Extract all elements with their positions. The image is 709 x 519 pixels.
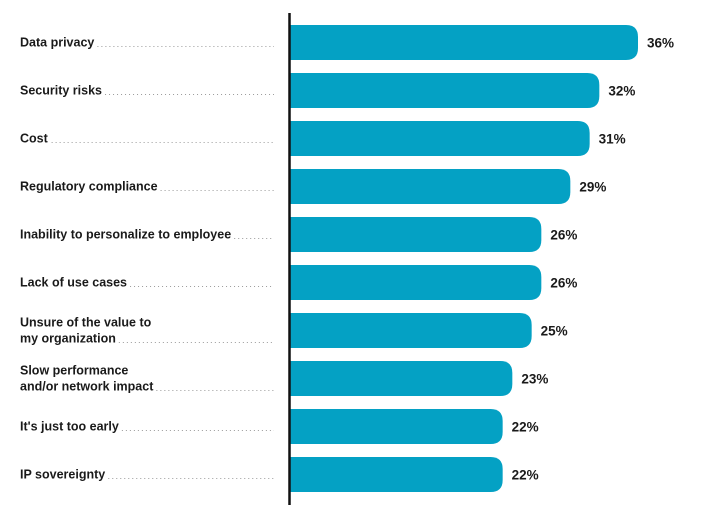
- bar: [290, 25, 638, 60]
- bar: [290, 265, 542, 300]
- value-labels-group: 36% 32% 31% 29% 26% 26% 25% 23% 22% 22%: [512, 36, 674, 483]
- category-label: IP sovereignty: [20, 468, 105, 482]
- bar: [290, 121, 590, 156]
- value-label: 22%: [512, 420, 539, 435]
- value-label: 36%: [647, 36, 674, 51]
- category-labels-group: Data privacy Security risks Cost Regulatory…: [20, 36, 274, 482]
- bar: [290, 361, 513, 396]
- value-label: 29%: [579, 180, 606, 195]
- value-label: 32%: [608, 84, 635, 99]
- bar: [290, 73, 600, 108]
- value-label: 26%: [550, 228, 577, 243]
- bar: [290, 409, 503, 444]
- value-label: 25%: [541, 324, 568, 339]
- category-label: Inability to personalize to employee: [20, 228, 231, 242]
- value-label: 26%: [550, 276, 577, 291]
- value-label: 22%: [512, 468, 539, 483]
- category-label: Unsure of the value to my organization: [20, 316, 152, 346]
- category-label: Data privacy: [20, 36, 94, 50]
- value-label: 31%: [599, 132, 626, 147]
- bar: [290, 313, 532, 348]
- category-label: Regulatory compliance: [20, 180, 158, 194]
- category-label: It's just too early: [20, 420, 119, 434]
- category-label: Slow performance and/or network impact: [20, 364, 154, 394]
- category-label: Security risks: [20, 84, 102, 98]
- bar: [290, 457, 503, 492]
- value-label: 23%: [521, 372, 548, 387]
- category-label: Lack of use cases: [20, 276, 127, 290]
- bar: [290, 169, 571, 204]
- category-label: Cost: [20, 132, 49, 146]
- bars-group: [290, 25, 638, 492]
- bar: [290, 217, 542, 252]
